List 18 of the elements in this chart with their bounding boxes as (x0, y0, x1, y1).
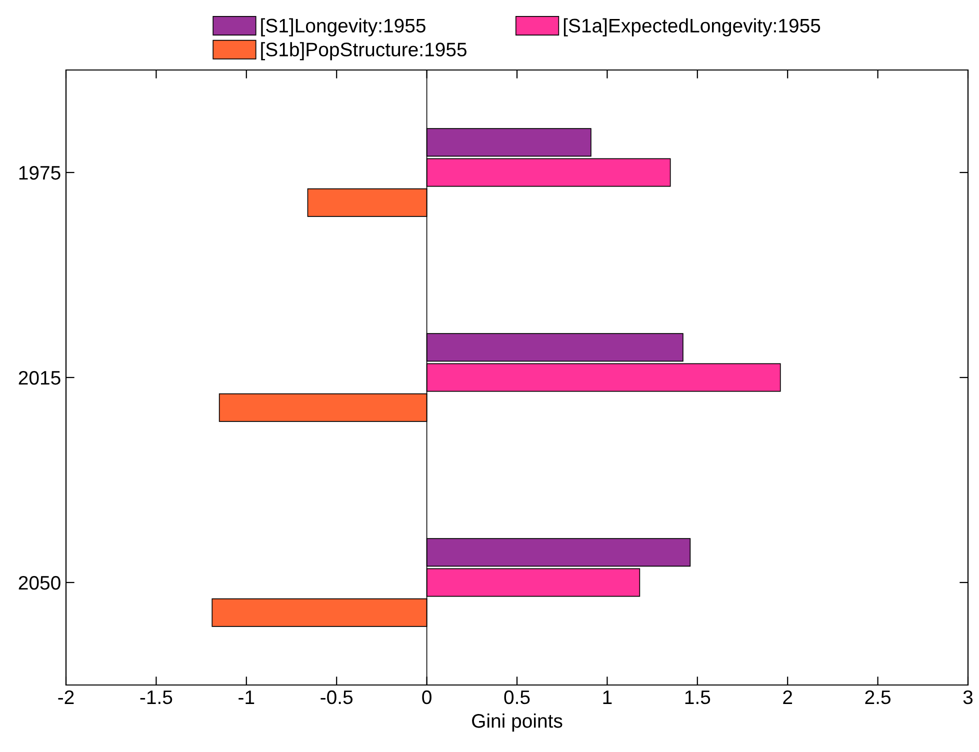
x-tick-label: -0.5 (320, 690, 353, 704)
x-axis-title: Gini points (472, 714, 562, 732)
y-tick-label: 2050 (18, 576, 60, 590)
y-tick-label: 1975 (19, 166, 60, 180)
x-tick-label: 1 (603, 690, 612, 704)
x-tick-label: -1.5 (140, 690, 172, 704)
x-tick-label: 2.5 (865, 690, 890, 704)
x-tick-label: -2 (58, 690, 74, 704)
x-tick-label: 2 (783, 690, 792, 704)
x-tick-label: -1 (238, 690, 254, 704)
x-tick-label: 3 (963, 690, 973, 704)
x-tick-label: 0 (422, 690, 432, 704)
legend-label: [S1a]ExpectedLongevity:1955 (564, 18, 820, 36)
x-tick-label: 0.5 (504, 690, 530, 704)
legend-label: [S1]Longevity:1955 (261, 18, 426, 36)
y-tick-label: 2015 (18, 370, 60, 385)
legend-label: [S1b]PopStructure:1955 (261, 42, 466, 60)
x-tick-label: 1.5 (685, 690, 710, 704)
